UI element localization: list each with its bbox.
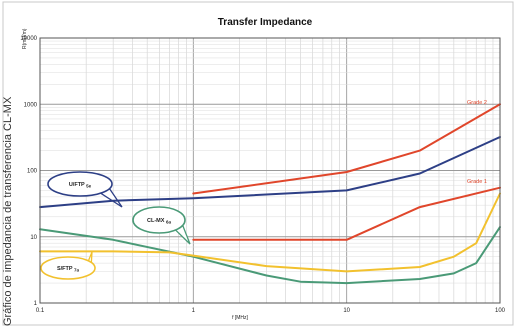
callout-label-u-ftp: U/FTP 5e [69,182,92,189]
callout-bubble-cl-mx [132,206,186,234]
callout-bubble-s-ftp [40,256,96,280]
series-line-u-ftp [39,136,501,209]
series-line-grade-1 [192,186,501,241]
x-tick-label: 0.1 [36,308,45,314]
side-caption: Gráfico de impedancia de transferencia C… [2,96,14,326]
x-axis-label: f [MHz] [232,315,248,321]
series-lines [39,103,501,285]
callout-label-s-ftp: S/FTP 7a [57,266,80,273]
series-label-grade-1: Grade 1 [467,179,487,185]
series-line-cl-mx [39,226,501,285]
annotation-labels: Grade 2 Grade 1 [467,100,487,185]
y-axis-label: R(mΩ/m) [22,28,28,49]
y-tick-label: 100 [27,169,38,175]
callouts: U/FTP 5e CL-MX 6a S/FTP 7a [40,171,191,280]
callout-bubble-u-ftp [47,171,113,197]
plot-area-border [39,37,501,304]
x-tick-label: 1 [192,308,196,314]
y-tick-label: 1 [34,301,38,307]
y-tick-label: 1000 [24,102,38,108]
callout-label-cl-mx: CL-MX 6a [147,218,171,225]
chart-title: Transfer Impedance [218,17,313,28]
y-tick-label: 10 [30,235,37,241]
series-line-grade-2 [192,103,501,195]
x-tick-label: 10 [343,308,350,314]
series-label-grade-2: Grade 2 [467,100,487,106]
y-tick-label: 10000 [20,36,37,42]
series-line-s-ftp [39,192,501,273]
x-tick-label: 100 [495,308,506,314]
